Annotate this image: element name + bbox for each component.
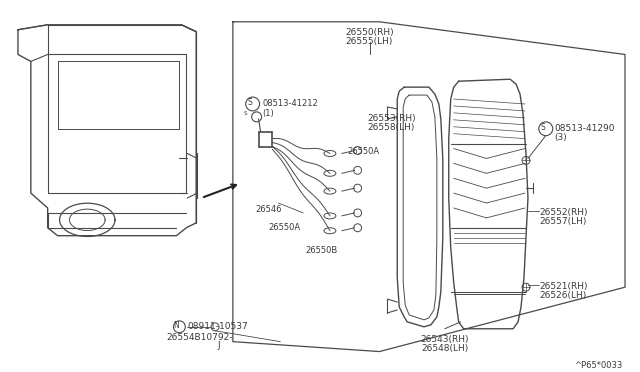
Text: 26557(LH): 26557(LH)	[540, 217, 588, 226]
Text: 26543(RH): 26543(RH)	[420, 335, 469, 344]
Text: (3): (3)	[555, 133, 568, 142]
Text: 26553(RH): 26553(RH)	[367, 114, 416, 123]
Text: S: S	[247, 98, 252, 107]
Text: 26521(RH): 26521(RH)	[540, 282, 588, 291]
Text: 26526(LH): 26526(LH)	[540, 291, 587, 300]
Text: 26554B10792-: 26554B10792-	[166, 333, 233, 342]
Text: 26548(LH): 26548(LH)	[421, 344, 468, 353]
Text: J: J	[217, 341, 220, 350]
Text: N: N	[173, 321, 179, 330]
Text: 26550B: 26550B	[305, 246, 337, 254]
Text: 26546: 26546	[255, 205, 282, 214]
Text: (1): (1)	[262, 109, 275, 118]
Text: 26550(RH): 26550(RH)	[345, 28, 394, 37]
Text: 08513-41212: 08513-41212	[262, 99, 318, 108]
Text: 26558(LH): 26558(LH)	[367, 123, 415, 132]
Text: ^P65*0033: ^P65*0033	[574, 362, 622, 371]
Text: 08513-41290: 08513-41290	[555, 124, 615, 133]
Text: 26550A: 26550A	[269, 223, 301, 232]
Text: S: S	[244, 111, 248, 116]
Text: 26550A: 26550A	[348, 147, 380, 155]
Text: 26552(RH): 26552(RH)	[540, 208, 588, 217]
Text: 26555(LH): 26555(LH)	[346, 36, 393, 46]
Text: S: S	[540, 123, 545, 132]
Text: 08911-10537: 08911-10537	[188, 322, 248, 331]
